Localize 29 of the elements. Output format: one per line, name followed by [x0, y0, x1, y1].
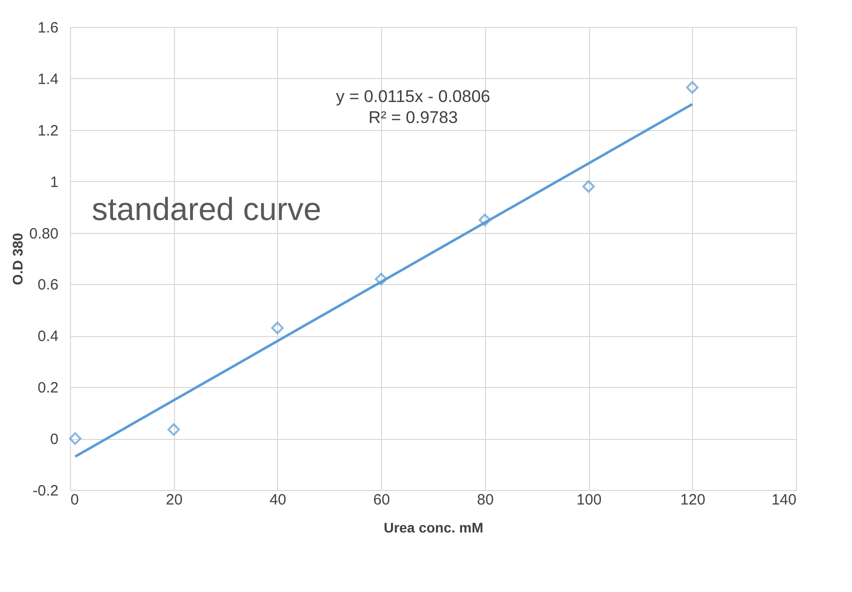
point	[271, 322, 284, 334]
y-tick-label: 1.2	[38, 122, 58, 140]
x-tick-label: 100	[576, 492, 602, 508]
point	[686, 81, 699, 94]
x-axis-title: Urea conc. mM	[384, 520, 484, 536]
x-tick-label: 40	[270, 492, 286, 508]
y-tick-label: -0.2	[32, 482, 58, 500]
y-tick-label: 1.6	[38, 20, 58, 36]
y-tick-label: 0	[50, 431, 58, 448]
y-tick-label: 0.2	[38, 380, 58, 397]
x-tick-label: 0	[70, 492, 79, 508]
point	[68, 432, 82, 445]
point	[167, 423, 180, 436]
y-tick-label: 0.80	[29, 225, 58, 242]
point	[374, 272, 388, 286]
y-tick-label: 1.4	[38, 70, 58, 88]
x-tick-label: 120	[680, 492, 706, 508]
x-tick-label: 140	[771, 492, 796, 508]
x-tick-label: 80	[477, 492, 494, 508]
x-tick-label: 60	[373, 492, 390, 508]
annotation: y = 0.0115x - 0.0806 R² = 0.9783	[336, 87, 490, 127]
annotation: standared curve	[92, 191, 322, 227]
point	[582, 180, 595, 193]
x-tick-label: 20	[166, 492, 183, 508]
point	[478, 214, 492, 226]
y-tick-label: 0.4	[38, 328, 58, 346]
y-tick-label: 1	[50, 174, 58, 191]
y-tick-label: 0.6	[38, 276, 58, 294]
y-axis-title: O.D 380	[9, 232, 26, 286]
